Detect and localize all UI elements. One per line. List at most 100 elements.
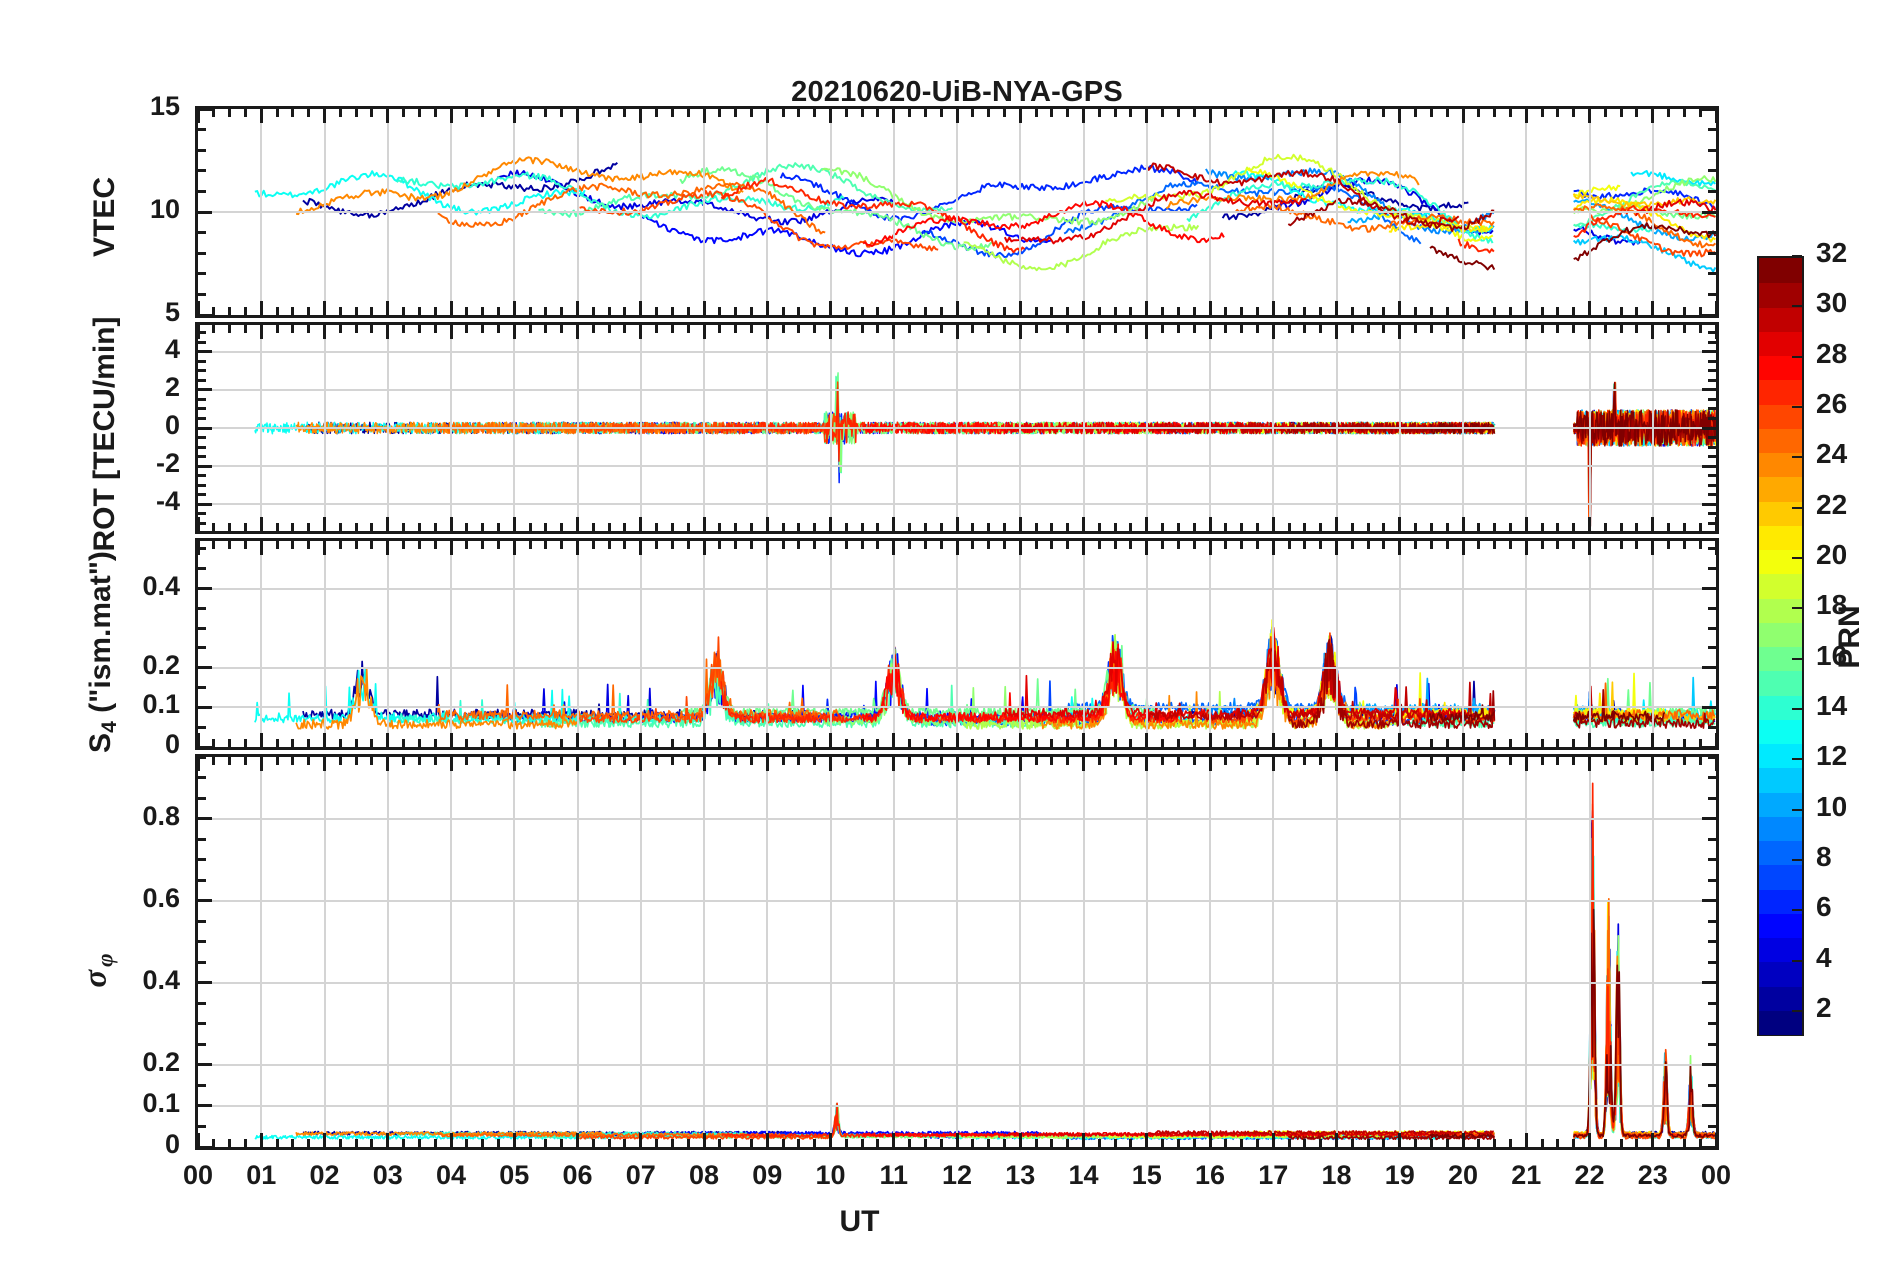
- x-tick: [386, 733, 390, 747]
- colorbar-segment: [1759, 573, 1802, 599]
- x-tick: [402, 541, 406, 549]
- y-tick: [1708, 169, 1716, 173]
- colorbar[interactable]: [1757, 256, 1804, 1036]
- x-tick: [560, 1139, 564, 1147]
- x-tick: [1461, 1133, 1465, 1147]
- y-tick: [1708, 128, 1716, 132]
- x-tick: [860, 325, 864, 333]
- x-tick: [544, 1139, 548, 1147]
- x-tick: [749, 523, 753, 531]
- x-tick: [1667, 757, 1671, 765]
- x-tick: [1414, 739, 1418, 747]
- x-tick: [1018, 109, 1022, 123]
- x-tick: [1382, 307, 1386, 315]
- trace: [1572, 234, 1716, 273]
- x-tick: [338, 757, 342, 765]
- x-tick: [1540, 325, 1544, 333]
- x-tick: [1002, 523, 1006, 531]
- x-tick: [939, 307, 943, 315]
- x-tick: [449, 517, 453, 531]
- x-tick: [402, 523, 406, 531]
- x-tick: [1082, 325, 1085, 339]
- colorbar-tick-label: 24: [1816, 438, 1848, 470]
- x-tick: [1508, 739, 1512, 747]
- x-tick: [1097, 739, 1101, 747]
- y-tick: [198, 776, 206, 780]
- x-tick: [323, 325, 326, 339]
- x-tick: [496, 109, 500, 117]
- colorbar-segment: [1759, 791, 1802, 817]
- x-tick: [1429, 541, 1433, 549]
- x-tick: [1635, 523, 1639, 531]
- colorbar-tick: [1792, 959, 1802, 962]
- x-tick: [781, 1139, 785, 1147]
- x-tick: [1082, 757, 1085, 771]
- x-tick: [623, 541, 627, 549]
- x-tick: [718, 307, 722, 315]
- y-tick: [1708, 1022, 1716, 1026]
- x-tick: [844, 541, 848, 549]
- x-tick: [465, 757, 469, 765]
- x-tick: [1461, 517, 1465, 531]
- x-tick: [228, 541, 232, 549]
- y-tick: [198, 426, 212, 430]
- x-tick: [797, 325, 801, 333]
- trace: [437, 181, 826, 235]
- x-tick: [496, 1139, 500, 1147]
- x-tick: [1176, 757, 1180, 765]
- x-tick: [591, 541, 595, 549]
- x-tick: [1050, 523, 1054, 531]
- x-tick: [1508, 1139, 1512, 1147]
- trace: [1287, 421, 1495, 435]
- y-tick: [1708, 606, 1716, 610]
- x-tick: [781, 325, 785, 333]
- x-tick: [1129, 523, 1133, 531]
- x-tick: [1335, 733, 1338, 747]
- x-tick: [923, 109, 927, 117]
- x-tick: [243, 109, 247, 117]
- panel-vtec: [195, 106, 1719, 318]
- x-tick: [496, 757, 500, 765]
- x-tick: [198, 109, 200, 123]
- x-tick: [987, 109, 991, 117]
- x-tick: [1350, 739, 1354, 747]
- x-tick: [228, 1139, 232, 1147]
- x-tick: [781, 109, 785, 117]
- x-tick: [955, 517, 959, 531]
- x-tick: [1161, 109, 1165, 117]
- x-tick: [1097, 1139, 1101, 1147]
- x-tick: [702, 109, 706, 123]
- x-tick: [449, 325, 453, 339]
- x-tick: [876, 541, 880, 549]
- x-tick: [544, 757, 548, 765]
- x-tick: [1129, 739, 1133, 747]
- x-tick: [1477, 541, 1481, 549]
- colorbar-tick-label: 22: [1816, 488, 1848, 520]
- x-tick: [1445, 541, 1449, 549]
- x-tick: [844, 109, 848, 117]
- gridline-vertical: [766, 757, 769, 1147]
- x-tick: [1002, 541, 1006, 549]
- x-tick: [908, 1139, 912, 1147]
- x-tick: [1018, 301, 1022, 315]
- trace: [1572, 184, 1621, 198]
- x-tick: [512, 1133, 516, 1147]
- x-tick: [212, 541, 216, 549]
- x-tick: [639, 757, 643, 771]
- x-tick: [1034, 307, 1038, 315]
- x-tick: [655, 739, 659, 747]
- x-tick: [797, 307, 801, 315]
- x-tick: [1034, 541, 1038, 549]
- x-tick: [576, 733, 579, 747]
- x-tick: [1097, 541, 1101, 549]
- x-tick: [860, 307, 864, 315]
- gridline-vertical: [1082, 757, 1085, 1147]
- x-tick: [1192, 109, 1196, 117]
- x-tick: [607, 541, 611, 549]
- x-tick: [1493, 739, 1497, 747]
- x-tick: [323, 517, 326, 531]
- x-tick: [765, 517, 769, 531]
- x-tick: [1224, 325, 1228, 333]
- y-tick: [1708, 189, 1716, 193]
- x-tick: [876, 739, 880, 747]
